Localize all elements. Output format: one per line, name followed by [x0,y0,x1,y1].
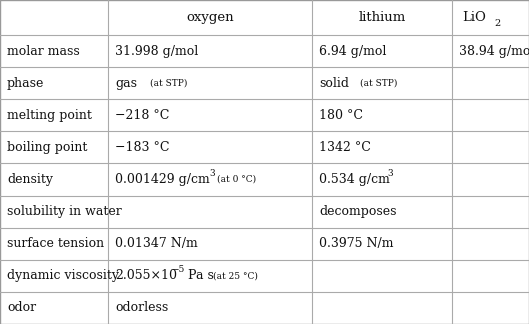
Text: dynamic viscosity: dynamic viscosity [7,269,119,282]
Text: surface tension: surface tension [7,237,104,250]
Text: (at 0 °C): (at 0 °C) [217,175,257,184]
Text: 6.94 g/mol: 6.94 g/mol [319,44,386,58]
Text: 180 °C: 180 °C [319,109,363,122]
Text: Pa s: Pa s [184,269,214,282]
Text: odorless: odorless [115,301,169,315]
Text: 2: 2 [495,19,500,28]
Text: 31.998 g/mol: 31.998 g/mol [115,44,198,58]
Text: −5: −5 [171,265,184,274]
Text: decomposes: decomposes [319,205,397,218]
Text: 0.01347 N/m: 0.01347 N/m [115,237,198,250]
Text: melting point: melting point [7,109,92,122]
Text: lithium: lithium [359,11,406,24]
Text: oxygen: oxygen [186,11,234,24]
Text: (at STP): (at STP) [150,79,188,88]
Text: −218 °C: −218 °C [115,109,170,122]
Text: 0.3975 N/m: 0.3975 N/m [319,237,394,250]
Text: molar mass: molar mass [7,44,80,58]
Text: (at STP): (at STP) [360,79,397,88]
Text: 2.055×10: 2.055×10 [115,269,177,282]
Text: LiO: LiO [462,11,487,24]
Text: −183 °C: −183 °C [115,141,170,154]
Text: 38.94 g/mol: 38.94 g/mol [459,44,529,58]
Text: solid: solid [319,77,349,90]
Text: 0.001429 g/cm: 0.001429 g/cm [115,173,210,186]
Text: phase: phase [7,77,44,90]
Text: (at 25 °C): (at 25 °C) [213,271,258,280]
Text: 0.534 g/cm: 0.534 g/cm [319,173,390,186]
Text: odor: odor [7,301,36,315]
Text: gas: gas [115,77,138,90]
Text: boiling point: boiling point [7,141,87,154]
Text: 3: 3 [209,169,215,178]
Text: 3: 3 [388,169,394,178]
Text: solubility in water: solubility in water [7,205,122,218]
Text: density: density [7,173,53,186]
Text: 1342 °C: 1342 °C [319,141,371,154]
